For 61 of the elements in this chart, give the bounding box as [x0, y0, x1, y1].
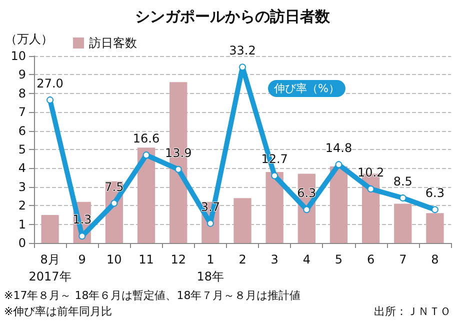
- y-tick-label: 6: [18, 124, 26, 138]
- y-tick-label: 5: [18, 142, 26, 156]
- bar: [330, 166, 348, 243]
- point: [303, 206, 310, 214]
- x-tick-label: 3: [270, 252, 278, 266]
- data-label: 8.5: [393, 174, 412, 188]
- point: [110, 200, 118, 207]
- point: [78, 232, 86, 240]
- point: [174, 166, 182, 173]
- point: [367, 185, 374, 192]
- text: ※17年８月～ 18年６月は暫定値、18年７月～８月は推計値: [4, 289, 301, 302]
- data-label: 16.6: [132, 132, 160, 146]
- data-label: 33.2: [229, 44, 256, 58]
- x-tick-label: 8月 2017年: [28, 252, 72, 284]
- y-axis-title: （万人）: [5, 32, 53, 46]
- x-tick-label: 9: [78, 252, 86, 266]
- y-tick-label: 3: [18, 180, 26, 194]
- y-tick-label: 8: [18, 86, 26, 100]
- point: [431, 206, 438, 214]
- data-label: 10.2: [357, 165, 384, 180]
- data-label: 14.8: [325, 141, 352, 156]
- chart-title: シンガポールからの訪日者数: [135, 8, 331, 26]
- point: [46, 96, 54, 104]
- point: [399, 194, 406, 202]
- data-label: 27.0: [36, 76, 64, 90]
- bar: [426, 213, 444, 243]
- text: ※伸び率は前年同月比: [4, 305, 112, 318]
- x-tick-label: 12: [170, 252, 186, 266]
- y-tick-label: 7: [18, 105, 26, 120]
- point: [206, 220, 214, 227]
- bar: [137, 148, 156, 243]
- bar: [234, 198, 252, 243]
- point: [142, 152, 150, 159]
- y-tick-label: 9: [18, 68, 26, 82]
- x-tick-label: 8: [431, 252, 439, 266]
- bar: [394, 204, 412, 243]
- text: 出所：ＪＮＴＯ: [374, 305, 451, 318]
- y-tick-label: 1: [18, 217, 26, 232]
- bar: [41, 214, 59, 243]
- data-label: 13.9: [164, 146, 192, 160]
- point: [271, 172, 278, 180]
- x-tick-label: 7: [399, 252, 407, 266]
- x-tick-label: 5: [334, 252, 343, 266]
- x-tick-label: 1 18年: [196, 252, 224, 284]
- data-label: 7.5: [104, 180, 124, 194]
- x-tick-label: 11: [138, 252, 154, 266]
- y-tick-label: 2: [18, 198, 26, 213]
- x-tick-label: 4: [302, 252, 310, 266]
- point: [239, 64, 246, 71]
- y-tick-label: 0: [18, 236, 26, 250]
- legend-label: 訪日客数: [89, 36, 137, 50]
- text: 伸び率（%）: [274, 82, 340, 95]
- x-tick-label: 2: [238, 252, 246, 266]
- x-tick-label: 10: [106, 252, 122, 266]
- point: [335, 161, 342, 168]
- data-label: 6.3: [425, 186, 445, 200]
- data-label: 6.3: [297, 186, 316, 200]
- x-tick-label: 6: [366, 252, 375, 266]
- bar: [266, 172, 284, 243]
- y-tick-label: 4: [18, 161, 26, 176]
- y-tick-label: 10: [10, 49, 26, 63]
